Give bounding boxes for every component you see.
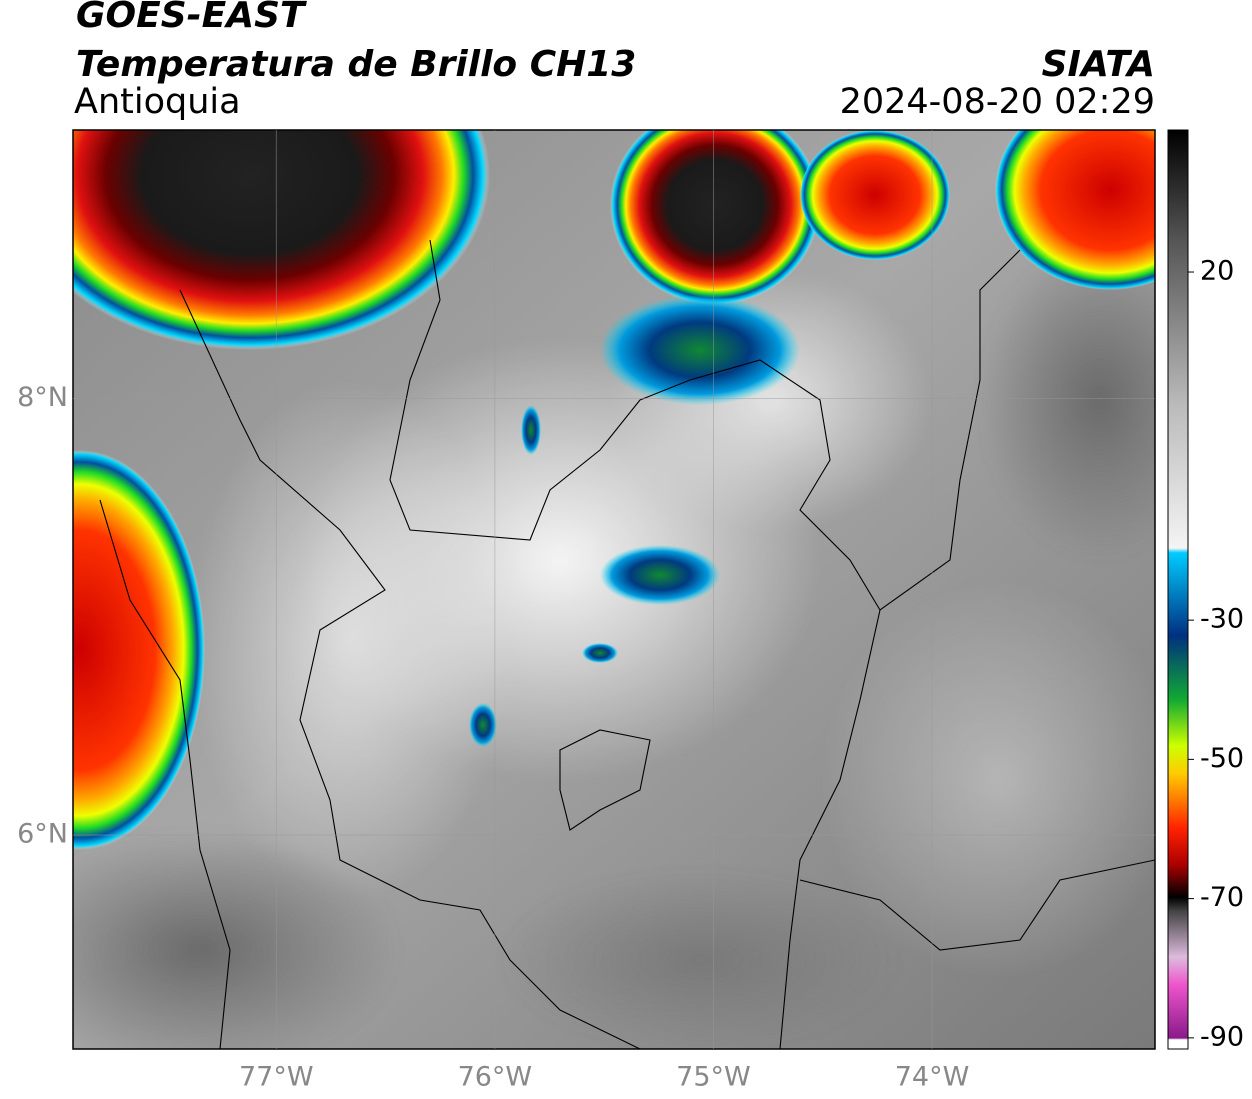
lat-tick-label: 8°N: [17, 382, 68, 413]
colorbar-tick-label: -30: [1200, 604, 1244, 635]
title: Temperatura de Brillo CH13: [76, 44, 636, 85]
colorbar-tick-label: -90: [1200, 1021, 1244, 1052]
colorbar-tick-label: -50: [1200, 743, 1244, 774]
colorbar-tick-label: -70: [1200, 882, 1244, 913]
lon-tick-label: 74°W: [895, 1062, 970, 1093]
imagery: [73, 130, 1155, 1049]
region: Antioquia: [74, 82, 241, 122]
colorbar: [1167, 129, 1189, 1050]
lon-tick-label: 77°W: [239, 1062, 314, 1093]
satellite-name: GOES-EAST: [76, 0, 307, 36]
datetime: 2024-08-20 02:29: [840, 82, 1155, 122]
colorbar-tick-label: 20: [1200, 256, 1234, 287]
lat-tick-label: 6°N: [17, 819, 68, 850]
agency: SIATA: [1042, 44, 1155, 85]
map-frame: [72, 129, 1156, 1050]
lon-tick-label: 76°W: [458, 1062, 533, 1093]
lon-tick-label: 75°W: [676, 1062, 751, 1093]
